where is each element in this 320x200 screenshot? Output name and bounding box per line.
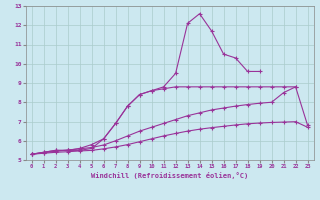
- X-axis label: Windchill (Refroidissement éolien,°C): Windchill (Refroidissement éolien,°C): [91, 172, 248, 179]
